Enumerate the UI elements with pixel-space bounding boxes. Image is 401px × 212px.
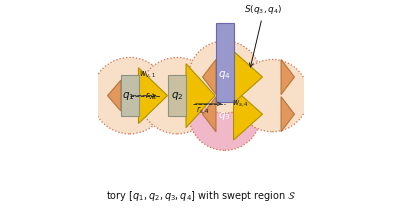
Circle shape — [139, 57, 215, 134]
Polygon shape — [138, 68, 167, 124]
Polygon shape — [202, 59, 215, 95]
Text: $r_{s,4}$: $r_{s,4}$ — [195, 105, 209, 116]
Text: $q_3$: $q_3$ — [218, 110, 231, 122]
Polygon shape — [186, 64, 215, 128]
Polygon shape — [107, 80, 121, 111]
Text: $q_1$: $q_1$ — [122, 90, 135, 102]
Text: $r_{vis}$: $r_{vis}$ — [145, 91, 157, 102]
Circle shape — [188, 41, 260, 113]
Text: $w_{v,1}$: $w_{v,1}$ — [138, 70, 156, 80]
Bar — [168, 75, 186, 116]
Circle shape — [188, 78, 260, 150]
Polygon shape — [280, 59, 294, 95]
Polygon shape — [186, 80, 199, 111]
Circle shape — [91, 57, 168, 134]
Text: tory $[q_1, q_2, q_3, q_4]$ with swept region $\mathcal{S}$: tory $[q_1, q_2, q_3, q_4]$ with swept r… — [105, 189, 296, 203]
Text: $w_{s,4}$: $w_{s,4}$ — [231, 99, 248, 109]
Polygon shape — [202, 97, 215, 132]
Polygon shape — [233, 88, 262, 140]
Text: $S(q_3, q_4)$: $S(q_3, q_4)$ — [243, 3, 282, 16]
Bar — [215, 23, 233, 102]
Text: $q_4$: $q_4$ — [218, 69, 231, 81]
Circle shape — [235, 59, 308, 132]
Bar — [121, 75, 138, 116]
Polygon shape — [280, 97, 294, 132]
Text: $q_2$: $q_2$ — [170, 90, 183, 102]
Polygon shape — [233, 51, 262, 103]
